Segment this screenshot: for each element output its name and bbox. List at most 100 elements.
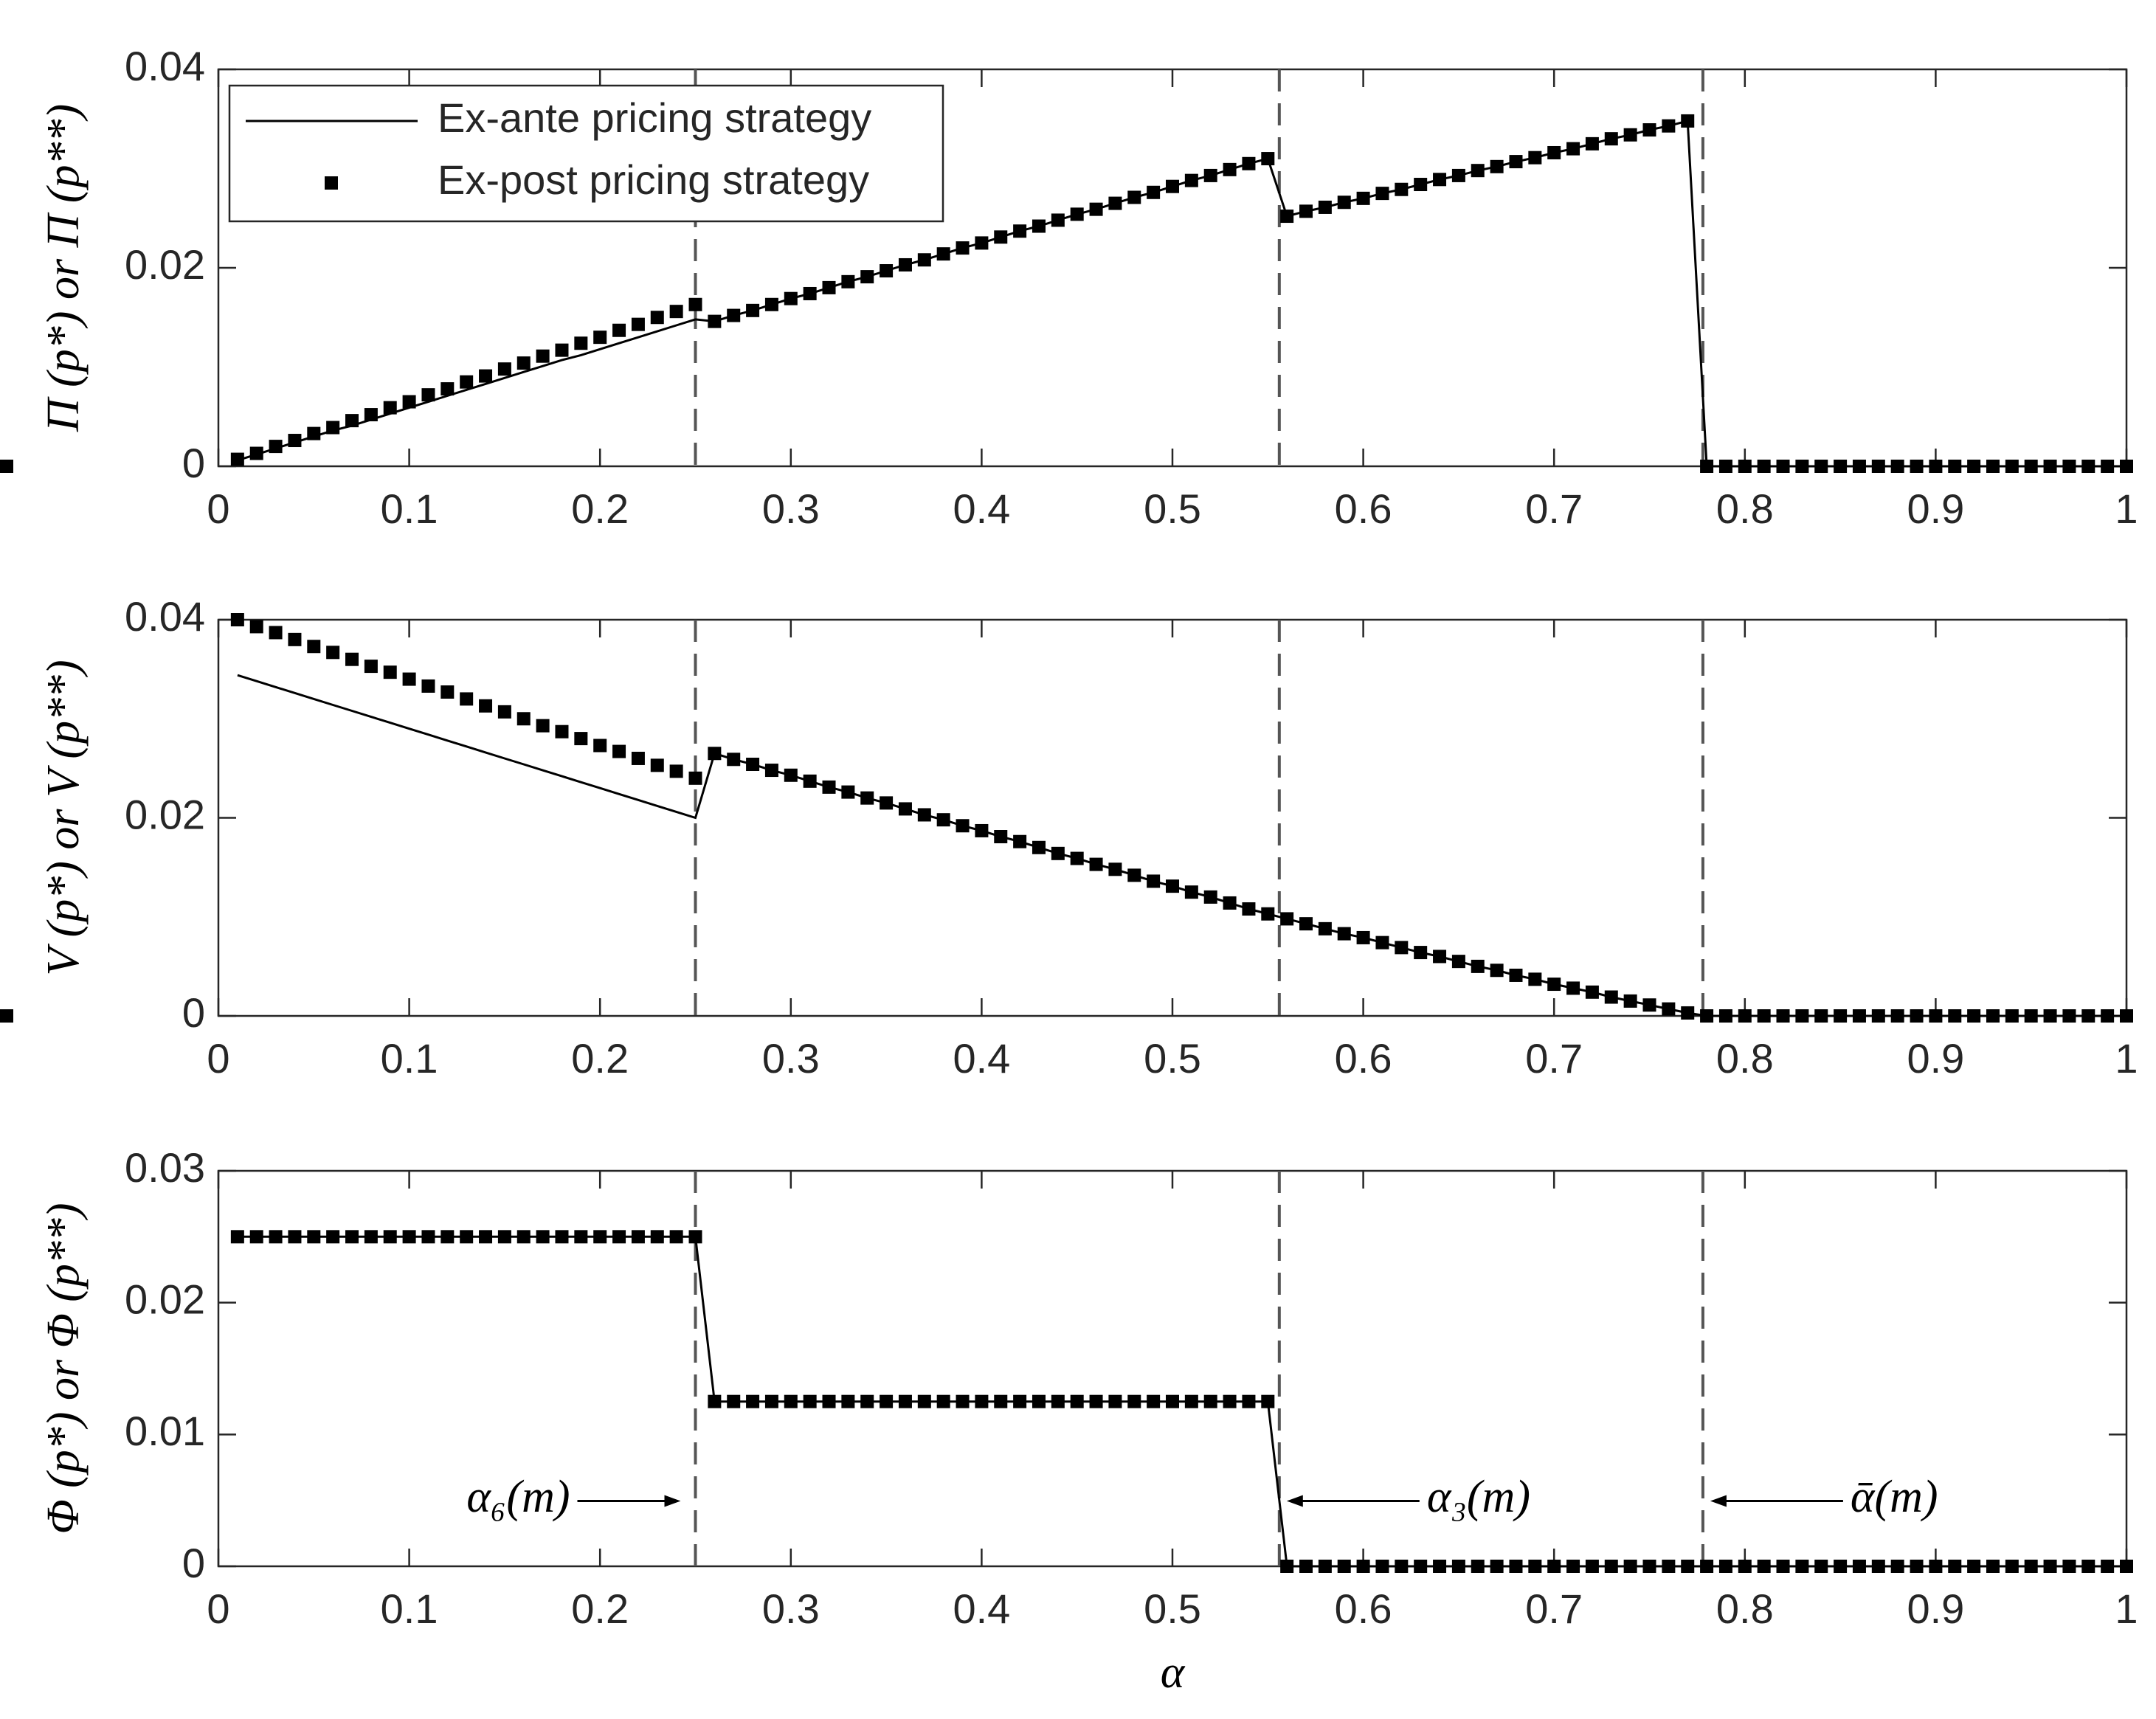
- ex-post-marker: [822, 780, 836, 794]
- ex-post-marker: [1700, 1009, 1714, 1023]
- ex-post-marker: [1948, 460, 1962, 473]
- x-tick-label: 0.5: [1144, 1585, 1201, 1632]
- ex-post-marker: [612, 323, 626, 337]
- x-tick-label: 0.3: [762, 1585, 820, 1632]
- ex-post-marker: [1184, 173, 1198, 187]
- ex-post-marker: [727, 1394, 741, 1408]
- ex-post-marker: [593, 739, 607, 753]
- ex-post-marker: [2043, 1009, 2057, 1023]
- ex-post-marker: [364, 408, 378, 422]
- ex-post-marker: [402, 395, 416, 409]
- ex-post-marker: [1261, 152, 1275, 166]
- ex-post-marker: [1738, 1009, 1752, 1023]
- legend-box: [228, 84, 944, 223]
- ex-post-marker: [784, 768, 798, 782]
- ex-post-marker: [230, 1230, 244, 1244]
- ex-post-marker: [1471, 1560, 1485, 1573]
- ex-post-marker: [841, 1394, 855, 1408]
- ex-post-marker: [1280, 912, 1294, 926]
- ex-post-marker: [1337, 1560, 1351, 1573]
- ex-post-marker: [1948, 1560, 1962, 1573]
- x-tick-label: 0.2: [571, 1035, 629, 1082]
- y-tick-label: 0.04: [125, 593, 205, 640]
- y-tick-label: 0.04: [125, 43, 205, 89]
- ex-post-marker: [383, 665, 397, 679]
- x-tick-label: 0.8: [1716, 485, 1774, 532]
- ex-post-marker: [1147, 874, 1161, 888]
- ex-post-marker: [1356, 1560, 1370, 1573]
- ex-post-marker: [402, 672, 416, 686]
- ex-post-marker: [1127, 190, 1141, 204]
- ex-post-marker: [1776, 460, 1790, 473]
- ex-post-marker: [1223, 896, 1237, 910]
- ex-post-marker: [1223, 1394, 1237, 1408]
- ex-post-marker: [1585, 136, 1599, 151]
- ex-post-marker: [1433, 1560, 1447, 1573]
- ex-post-marker: [1738, 1560, 1752, 1573]
- ex-post-marker: [841, 274, 855, 288]
- ex-post-marker: [880, 796, 894, 810]
- x-tick-label: 0.3: [762, 485, 820, 532]
- ex-post-marker: [1451, 1560, 1465, 1573]
- y-tick-label: 0: [182, 1540, 205, 1586]
- x-tick-label: 0.2: [571, 1585, 629, 1632]
- ex-post-marker: [249, 1230, 263, 1244]
- ex-post-marker: [650, 758, 664, 772]
- ex-post-marker: [593, 331, 607, 345]
- ex-post-marker: [956, 1394, 970, 1408]
- y-tick-label: 0: [182, 440, 205, 486]
- ex-post-marker: [1509, 155, 1523, 169]
- ex-post-marker: [1967, 460, 1981, 473]
- ex-post-marker: [1642, 998, 1656, 1012]
- ex-post-marker: [2120, 1009, 2133, 1023]
- y-tick-label: 0.02: [125, 1276, 205, 1322]
- ex-post-marker: [326, 1230, 340, 1244]
- ex-post-marker: [803, 286, 817, 300]
- x-tick-label: 0.2: [571, 485, 629, 532]
- x-tick-label: 0.1: [381, 485, 438, 532]
- ex-post-marker: [1108, 862, 1122, 876]
- ex-post-marker: [631, 751, 645, 765]
- ex-post-marker: [497, 362, 511, 376]
- ex-post-marker: [708, 314, 722, 328]
- ex-post-marker: [2101, 460, 2115, 473]
- legend-marker: [325, 176, 338, 190]
- ex-post-marker: [612, 1230, 626, 1244]
- ex-post-marker: [898, 257, 912, 271]
- ex-post-marker: [1795, 460, 1809, 473]
- ex-post-marker: [479, 699, 493, 713]
- ex-post-marker: [1089, 202, 1103, 216]
- ex-post-marker: [1834, 460, 1848, 473]
- ex-post-marker: [2005, 1560, 2019, 1573]
- ex-post-marker: [2043, 1560, 2057, 1573]
- ex-post-marker: [479, 369, 493, 383]
- ex-post-marker: [536, 719, 550, 733]
- ex-post-marker: [1662, 1560, 1676, 1573]
- ex-post-marker: [1967, 1009, 1981, 1023]
- ex-post-marker: [1375, 187, 1389, 201]
- x-tick-label: 0.9: [1907, 485, 1964, 532]
- ex-post-marker: [880, 264, 894, 278]
- x-tick-label: 1: [2115, 1035, 2138, 1082]
- ex-post-marker: [1013, 224, 1027, 238]
- ex-post-marker: [1433, 950, 1447, 964]
- ex-post-marker: [1299, 204, 1313, 218]
- ex-post-marker: [1471, 959, 1485, 973]
- ex-post-marker: [975, 1394, 989, 1408]
- ex-post-marker: [1623, 994, 1637, 1008]
- ex-post-marker: [1203, 168, 1217, 182]
- ex-post-marker: [1089, 1394, 1103, 1408]
- ex-post-marker: [288, 632, 302, 646]
- ex-post-marker: [421, 679, 435, 693]
- ex-post-marker: [1070, 851, 1084, 865]
- x-tick-label: 0: [207, 485, 229, 532]
- ex-post-marker: [1910, 1560, 1924, 1573]
- annotation: α₆(m): [466, 1472, 570, 1522]
- subplot: 0 0.1 0.2 0.3 0.4 0.5 0.6 0.7 0.8 0.9 1 0 0.01 0.02 0.…: [38, 1144, 2138, 1698]
- ex-post-marker: [2101, 1560, 2115, 1573]
- ex-post-marker: [994, 230, 1008, 244]
- ex-post-marker: [288, 434, 302, 448]
- ex-post-marker: [421, 388, 435, 402]
- x-tick-label: 0.8: [1716, 1585, 1774, 1632]
- ex-post-marker: [2120, 1560, 2133, 1573]
